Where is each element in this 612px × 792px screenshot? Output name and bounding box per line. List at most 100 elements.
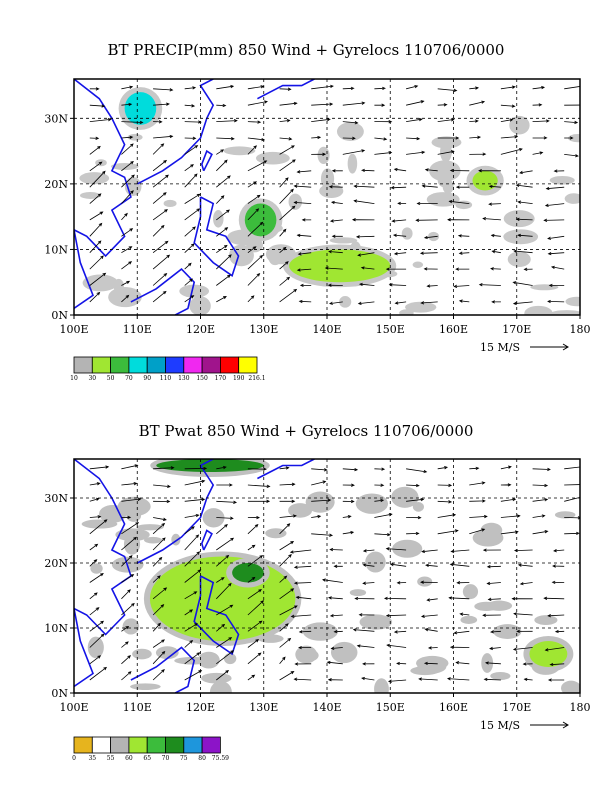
colorbar-swatch — [128, 736, 148, 754]
pwat-chart: BT Pwat 850 Wind + Gyrelocs 110706/0000 1… — [44, 422, 590, 762]
wind-vector — [342, 121, 359, 125]
wind-vector — [523, 267, 533, 271]
wind-vector — [490, 233, 501, 238]
wind-vector — [216, 137, 235, 141]
wind-vector — [152, 272, 168, 286]
wind-vector — [89, 170, 106, 188]
wind-vector — [184, 569, 202, 583]
wind-vector — [89, 519, 108, 535]
wind-vector — [89, 655, 102, 665]
colorbar-label: 60 — [125, 755, 133, 762]
wind-vector — [448, 596, 470, 600]
wind-vector — [89, 497, 100, 502]
wind-vector — [420, 301, 438, 305]
wind-vector — [512, 301, 533, 306]
wind-vector — [89, 572, 104, 583]
wind-vector — [488, 184, 501, 189]
field-shading — [155, 646, 179, 660]
wind-vector — [547, 251, 565, 256]
wind-vector — [247, 295, 255, 303]
wind-vector — [448, 199, 470, 204]
wind-vector — [184, 104, 196, 108]
wind-vector — [184, 591, 198, 600]
wind-vector — [152, 254, 171, 270]
wind-vector — [216, 119, 238, 123]
wind-vector — [279, 466, 290, 470]
wind-vector — [152, 522, 166, 535]
plot-area — [74, 79, 580, 315]
colorbar-swatch — [146, 356, 166, 374]
field-shading — [108, 286, 142, 308]
y-tick-label: 0N — [51, 309, 68, 322]
wind-vector — [89, 559, 98, 567]
field-shading — [460, 615, 478, 625]
x-tick-label: 170E — [502, 701, 531, 714]
x-tick-label: 100E — [59, 323, 88, 336]
x-tick-label: 100E — [59, 701, 88, 714]
wind-vector — [152, 192, 167, 204]
wind-vector — [121, 671, 132, 681]
wind-vector — [279, 246, 287, 254]
wind-vector — [374, 467, 386, 471]
chart-title: BT Pwat 850 Wind + Gyrelocs 110706/0000 — [139, 422, 474, 440]
field-shading — [401, 227, 413, 240]
wind-vector — [517, 233, 533, 238]
wind-vector — [184, 513, 200, 518]
colorbar-label: 30 — [88, 375, 96, 382]
wind-vector — [216, 209, 230, 221]
wind-vector — [358, 282, 375, 287]
wind-vector — [564, 496, 580, 502]
reference-vector-label: 15 M/S — [480, 719, 520, 732]
wind-vector — [216, 500, 238, 504]
wind-vector — [184, 173, 198, 188]
wind-vector — [328, 301, 343, 305]
wind-vector — [354, 596, 375, 601]
field-shading — [564, 193, 580, 204]
wind-vector — [153, 484, 171, 488]
wind-vector — [296, 233, 312, 238]
wind-vector — [247, 555, 264, 567]
wind-vector — [247, 620, 263, 632]
x-tick-label: 150E — [376, 701, 405, 714]
wind-vector — [89, 87, 100, 91]
field-shading — [392, 539, 423, 558]
wind-vector — [89, 592, 98, 600]
wind-vector — [406, 483, 420, 488]
field-shading — [509, 115, 530, 135]
wind-vector — [279, 514, 297, 518]
wind-vector — [456, 581, 470, 585]
wind-vector — [386, 643, 407, 648]
x-tick-label: 160E — [439, 323, 468, 336]
wind-vector — [355, 235, 375, 239]
wind-vector — [216, 669, 230, 681]
wind-vector — [469, 152, 487, 156]
wind-vector — [394, 301, 407, 305]
wind-vector — [327, 596, 343, 600]
field-shading — [550, 310, 580, 315]
wind-vector — [517, 563, 533, 567]
x-tick-label: 170E — [502, 323, 531, 336]
wind-vector — [121, 280, 131, 286]
wind-vector — [121, 85, 134, 90]
x-tick-label: 180 — [570, 323, 591, 336]
wind-vector — [279, 637, 292, 648]
wind-vector — [374, 151, 393, 155]
field-shading — [80, 191, 101, 199]
wind-vector — [532, 498, 549, 502]
wind-vector — [247, 544, 256, 551]
x-tick-label: 160E — [439, 701, 468, 714]
wind-vector — [153, 466, 175, 470]
wind-vector — [279, 553, 292, 567]
wind-vector — [486, 581, 501, 586]
wind-vector — [543, 596, 565, 600]
wind-vector — [532, 467, 551, 472]
field-shading — [115, 528, 150, 542]
field-shading — [122, 618, 140, 635]
wind-vector — [511, 597, 533, 601]
colorbar-label: 0 — [72, 755, 76, 762]
wind-vector — [469, 514, 488, 519]
wind-vector — [89, 666, 108, 681]
wind-vector — [564, 86, 580, 90]
wind-vector — [279, 228, 287, 237]
wind-vector — [419, 251, 438, 255]
